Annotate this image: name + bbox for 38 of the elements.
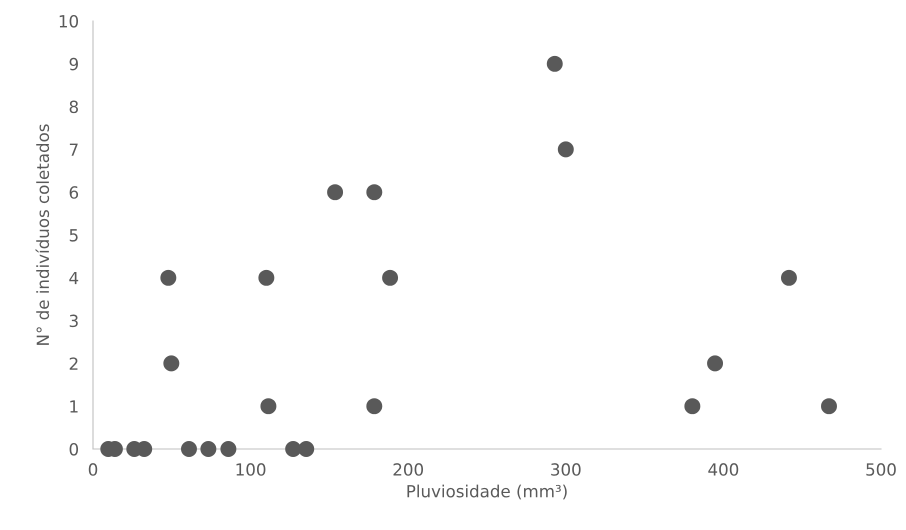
point <box>160 270 176 286</box>
x-tick-label: 500 <box>866 463 896 476</box>
y-tick-label: 5 <box>70 229 78 242</box>
point <box>366 398 382 414</box>
point <box>546 56 563 72</box>
y-tick-label: 6 <box>70 186 78 199</box>
x-tick-label: 300 <box>551 463 581 476</box>
point <box>558 141 574 158</box>
x-tick-label: 0 <box>88 463 98 476</box>
point <box>707 355 724 372</box>
y-tick-label: 0 <box>70 442 78 456</box>
x-tick-label: 200 <box>394 463 423 476</box>
point <box>298 441 314 457</box>
point <box>366 184 382 200</box>
point <box>382 270 398 286</box>
point <box>260 398 276 414</box>
y-axis-title: N° de indivíduos coletados <box>36 124 50 345</box>
y-tick-label: 10 <box>60 14 78 28</box>
point <box>780 270 797 286</box>
point <box>163 355 180 372</box>
point <box>285 441 302 457</box>
point <box>821 398 837 414</box>
point <box>327 184 344 200</box>
x-tick-label: 400 <box>708 463 738 476</box>
point <box>181 441 197 457</box>
point <box>220 441 236 457</box>
y-tick-label: 8 <box>70 100 78 114</box>
y-tick-label: 9 <box>70 58 78 70</box>
y-tick-label: 7 <box>70 144 78 156</box>
point <box>684 398 700 414</box>
point <box>200 441 216 457</box>
x-axis-title: Pluviosidade (mm³) <box>407 484 567 500</box>
y-tick-label: 2 <box>70 357 78 370</box>
x-tick-label: 100 <box>236 463 266 476</box>
y-tick-label: 4 <box>69 272 78 284</box>
y-tick-label: 1 <box>70 400 78 413</box>
point <box>258 270 274 286</box>
y-tick-label: 3 <box>70 314 78 328</box>
